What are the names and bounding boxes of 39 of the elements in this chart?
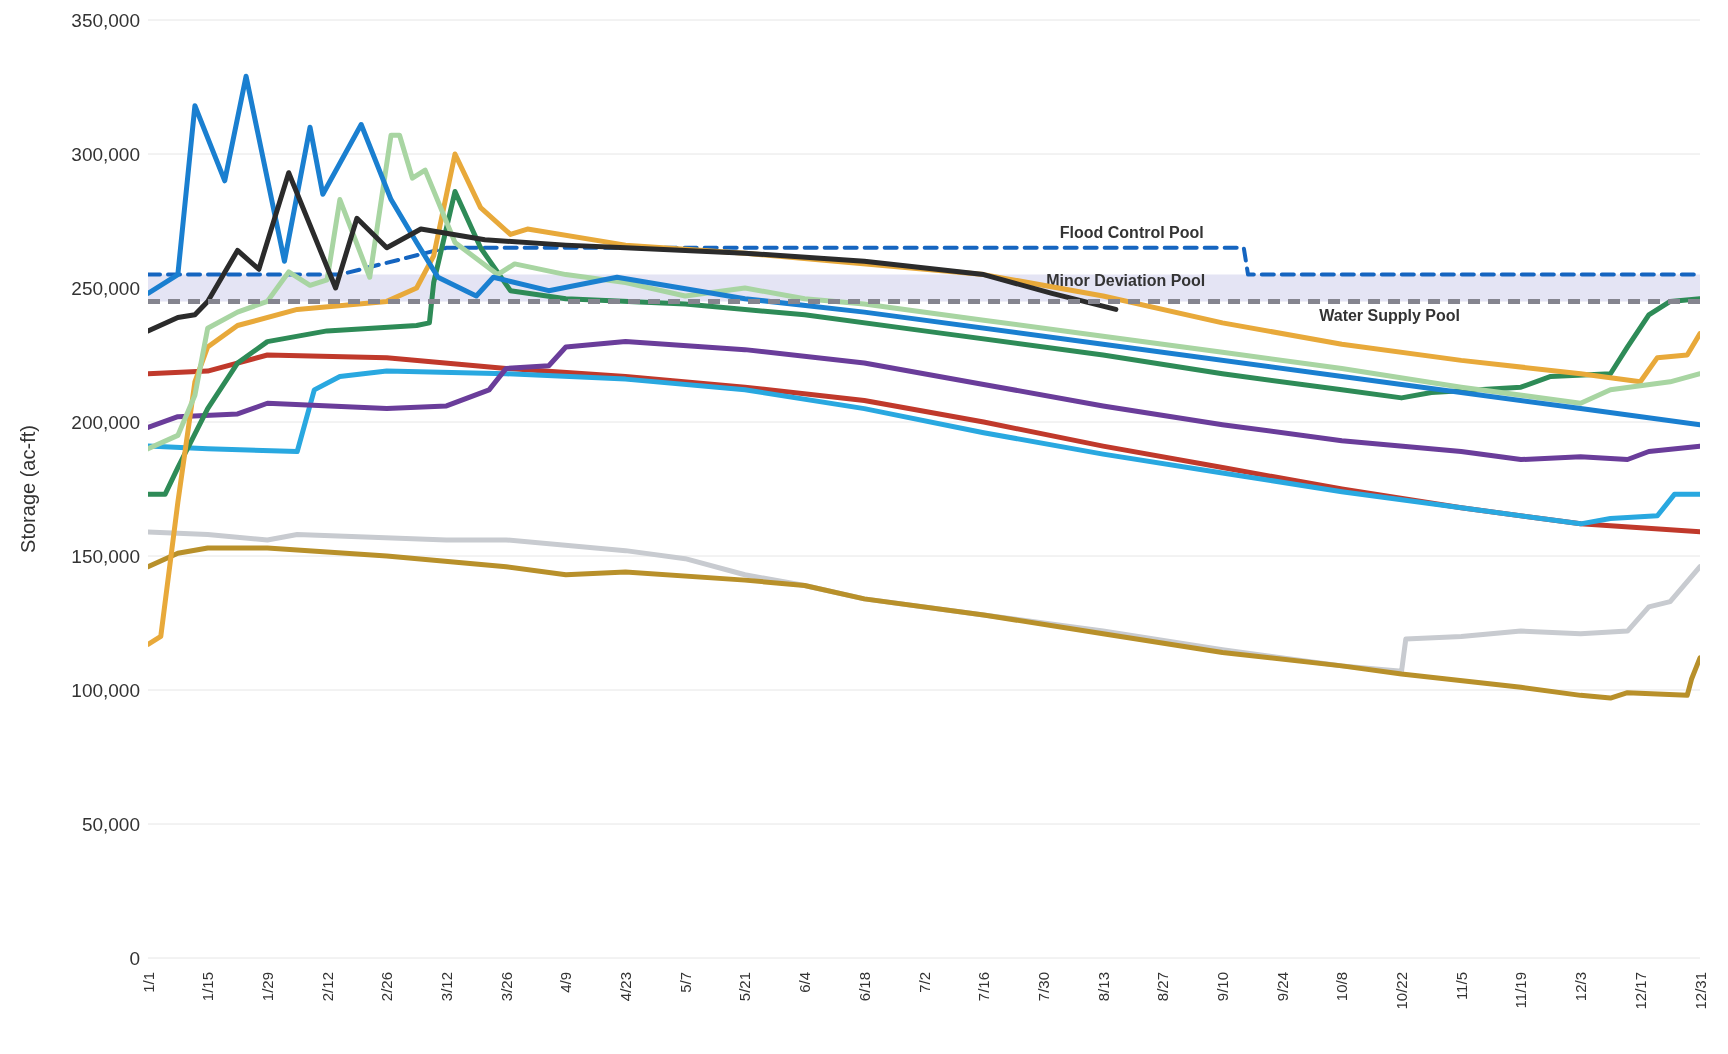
x-tick-label: 4/9 [557,972,575,993]
x-tick-label: 7/16 [975,972,993,1002]
x-tick-label: 9/24 [1273,972,1291,1002]
band-label: Minor Deviation Pool [1046,271,1206,289]
x-tick-label: 9/10 [1213,972,1231,1002]
x-tick-label: 12/3 [1572,972,1590,1002]
y-tick-label: 300,000 [71,143,140,165]
x-tick-label: 6/4 [796,972,814,993]
x-tick-label: 8/13 [1094,972,1112,1002]
y-axis-title: Storage (ac-ft) [17,425,40,553]
x-tick-label: 2/12 [318,972,336,1002]
x-tick-label: 4/23 [617,972,635,1002]
x-tick-label: 7/2 [915,972,933,993]
x-tick-label: 2/26 [378,972,396,1002]
y-tick-label: 150,000 [71,545,140,567]
x-tick-label: 7/30 [1034,972,1052,1002]
x-tick-label: 6/18 [855,972,873,1002]
x-tick-label: 8/27 [1154,972,1172,1002]
x-tick-label: 12/31 [1691,972,1709,1010]
x-tick-label: 5/7 [676,972,694,993]
series-label: Flood Control Pool [1059,223,1204,241]
y-tick-label: 350,000 [71,9,140,31]
y-tick-label: 200,000 [71,411,140,433]
x-tick-label: 11/5 [1452,972,1470,1001]
y-tick-label: 100,000 [71,679,140,701]
y-tick-label: 250,000 [71,277,140,299]
y-tick-label: 0 [129,947,140,969]
x-tick-label: 1/29 [258,972,276,1002]
x-tick-label: 3/26 [497,972,515,1002]
y-tick-label: 50,000 [81,813,140,835]
x-tick-label: 10/22 [1393,972,1411,1010]
x-tick-label: 1/15 [199,972,217,1002]
x-tick-label: 11/19 [1512,972,1530,1009]
x-tick-label: 3/12 [437,972,455,1002]
x-tick-label: 10/8 [1333,972,1351,1002]
x-tick-label: 5/21 [736,972,754,1002]
x-tick-label: 1/1 [139,972,157,993]
ref-line-label: Water Supply Pool [1319,307,1460,325]
x-tick-label: 12/17 [1631,972,1649,1010]
